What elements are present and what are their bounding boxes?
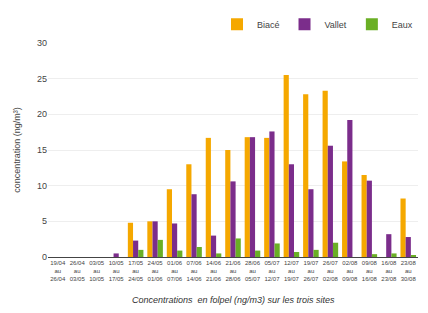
svg-text:30: 30 (37, 38, 47, 48)
svg-text:Biacé: Biacé (257, 20, 280, 30)
svg-text:03/05au10/05: 03/05au10/05 (89, 260, 105, 282)
svg-text:24/05au01/06: 24/05au01/06 (148, 260, 164, 282)
svg-text:17/05au24/05: 17/05au24/05 (128, 260, 144, 282)
svg-text:26/04au03/05: 26/04au03/05 (70, 260, 86, 282)
svg-text:concentration (ng/m³): concentration (ng/m³) (12, 107, 22, 193)
svg-text:02/08au09/08: 02/08au09/08 (342, 260, 358, 282)
svg-text:10: 10 (37, 181, 47, 191)
svg-text:19/07au26/07: 19/07au26/07 (303, 260, 319, 282)
svg-text:07/06au14/06: 07/06au14/06 (187, 260, 203, 282)
svg-text:16/08au23/08: 16/08au23/08 (381, 260, 397, 282)
svg-text:01/06au07/06: 01/06au07/06 (167, 260, 183, 282)
svg-text:15: 15 (37, 145, 47, 155)
svg-text:19/04au26/04: 19/04au26/04 (50, 260, 66, 282)
svg-text:5: 5 (42, 216, 47, 226)
svg-text:26/07au02/08: 26/07au02/08 (323, 260, 339, 282)
svg-text:20: 20 (37, 109, 47, 119)
svg-text:05/07au12/07: 05/07au12/07 (264, 260, 280, 282)
svg-text:Vallet: Vallet (325, 20, 347, 30)
svg-text:14/06au21/06: 14/06au21/06 (206, 260, 222, 282)
svg-text:09/08au16/08: 09/08au16/08 (362, 260, 378, 282)
svg-text:0: 0 (42, 252, 47, 262)
svg-text:21/06au28/06: 21/06au28/06 (225, 260, 241, 282)
svg-text:Concentrations en folpel (ng/: Concentrations en folpel (ng/m3) sur les… (132, 295, 335, 305)
svg-text:Eaux: Eaux (392, 20, 413, 30)
svg-text:28/06au05/07: 28/06au05/07 (245, 260, 261, 282)
svg-text:12/07au19/07: 12/07au19/07 (284, 260, 300, 282)
svg-text:10/05au17/05: 10/05au17/05 (109, 260, 125, 282)
svg-text:25: 25 (37, 74, 47, 84)
svg-text:23/08au30/08: 23/08au30/08 (401, 260, 417, 282)
